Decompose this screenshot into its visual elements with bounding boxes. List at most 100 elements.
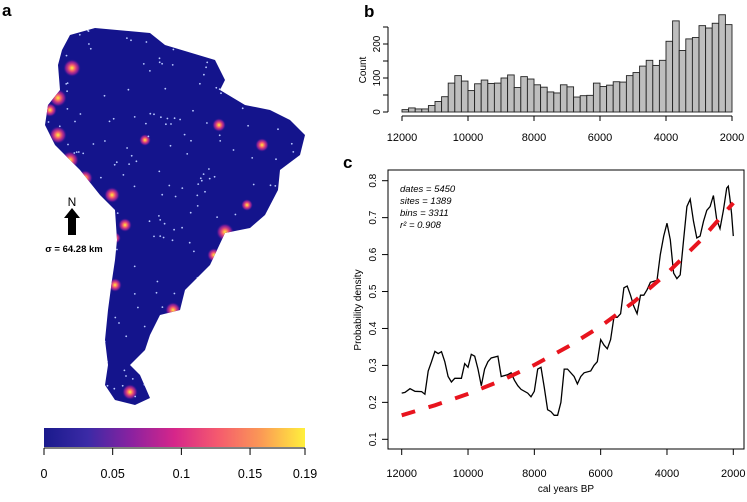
y-tick-label: 0.3 (368, 358, 379, 372)
site-dot (107, 224, 109, 227)
hotspot (61, 151, 79, 169)
histogram-bar (724, 24, 733, 113)
site-dot (77, 151, 80, 153)
site-dot (200, 179, 203, 182)
site-dot (78, 294, 81, 297)
site-dot (135, 160, 138, 163)
histogram-bar (421, 108, 429, 113)
histogram-bar (401, 109, 410, 113)
site-dot (158, 170, 161, 173)
site-dot (199, 82, 201, 85)
site-dot (153, 113, 155, 116)
y-tick-label: 0.8 (368, 173, 379, 187)
site-dot (174, 195, 177, 198)
site-dot (243, 60, 246, 63)
hotspot (241, 199, 253, 211)
site-dot (149, 112, 152, 115)
site-dot (240, 54, 243, 56)
site-dot (264, 310, 267, 313)
site-dot (294, 257, 296, 260)
panel-label-b: b (364, 2, 374, 21)
site-dot (202, 173, 205, 176)
site-dot (295, 328, 298, 331)
site-dot (116, 212, 119, 215)
histogram-bar (507, 74, 515, 113)
site-dot (163, 391, 166, 394)
histogram-bar (612, 81, 621, 113)
site-dot (133, 185, 136, 188)
site-dot (126, 37, 128, 39)
site-dot (197, 183, 200, 186)
site-dot (65, 37, 68, 39)
histogram-bar (434, 101, 443, 113)
y-tick-label: 0.1 (368, 432, 379, 446)
site-dot (258, 307, 261, 310)
histogram-bar (685, 38, 693, 113)
site-dot (51, 215, 54, 218)
site-dot (112, 117, 115, 120)
site-dot (91, 275, 94, 278)
site-dot (47, 37, 50, 40)
colorbar-axis: 0 0.05 0.1 0.15 0.19 (41, 447, 317, 481)
panel-label-c: c (343, 153, 352, 172)
site-dot (196, 205, 199, 207)
site-dot (145, 122, 147, 125)
site-dot (158, 57, 161, 60)
site-dot (165, 123, 167, 126)
site-dot (103, 340, 106, 343)
site-dot (125, 335, 128, 338)
histogram-bar (625, 75, 634, 113)
colorbar-tick-label: 0.19 (293, 467, 317, 481)
site-dot (265, 40, 268, 42)
site-dot (128, 163, 131, 166)
site-dot (193, 250, 195, 253)
x-axis-label: cal years BP (538, 484, 594, 495)
hotspot (118, 218, 132, 232)
hotspot (122, 384, 138, 400)
site-dot (56, 183, 59, 186)
site-dot (215, 355, 218, 357)
site-dot (159, 235, 162, 238)
site-dot (53, 175, 55, 177)
hotspot (77, 170, 93, 186)
site-dot (96, 302, 99, 304)
south-america-shape (45, 28, 305, 405)
histogram-bar (586, 94, 594, 113)
x-tick-label: 4000 (654, 132, 678, 144)
site-dot (65, 54, 68, 57)
site-dot (263, 83, 266, 86)
histogram-bar (711, 22, 720, 113)
site-dot (75, 366, 78, 368)
site-dot (249, 80, 252, 83)
site-dot (252, 183, 255, 186)
x-tick-label: 6000 (588, 468, 612, 480)
site-dot (247, 124, 250, 127)
site-dot (255, 259, 258, 262)
site-dot (237, 78, 240, 81)
site-dot (131, 378, 134, 380)
site-dot (279, 283, 282, 286)
site-dot (171, 239, 174, 242)
hotspot (165, 302, 181, 318)
site-dot (106, 360, 108, 363)
site-dot (103, 94, 106, 97)
site-dot (288, 392, 291, 395)
site-dot (84, 318, 86, 321)
site-dot (134, 395, 137, 398)
site-dot (293, 222, 296, 224)
site-dot (188, 38, 191, 40)
site-dot (293, 357, 296, 359)
site-dot (219, 140, 222, 142)
hotspot (212, 118, 226, 132)
site-dot (160, 116, 162, 119)
site-dot (222, 305, 225, 308)
y-tick-label: 100 (372, 69, 383, 86)
histogram-bar (698, 25, 707, 113)
histogram-bar (566, 86, 575, 113)
histogram-bar (454, 75, 462, 113)
hotspot (104, 187, 120, 203)
site-dot (156, 280, 159, 283)
site-dot (143, 325, 146, 328)
site-dot (58, 125, 61, 128)
site-dot (104, 140, 106, 142)
